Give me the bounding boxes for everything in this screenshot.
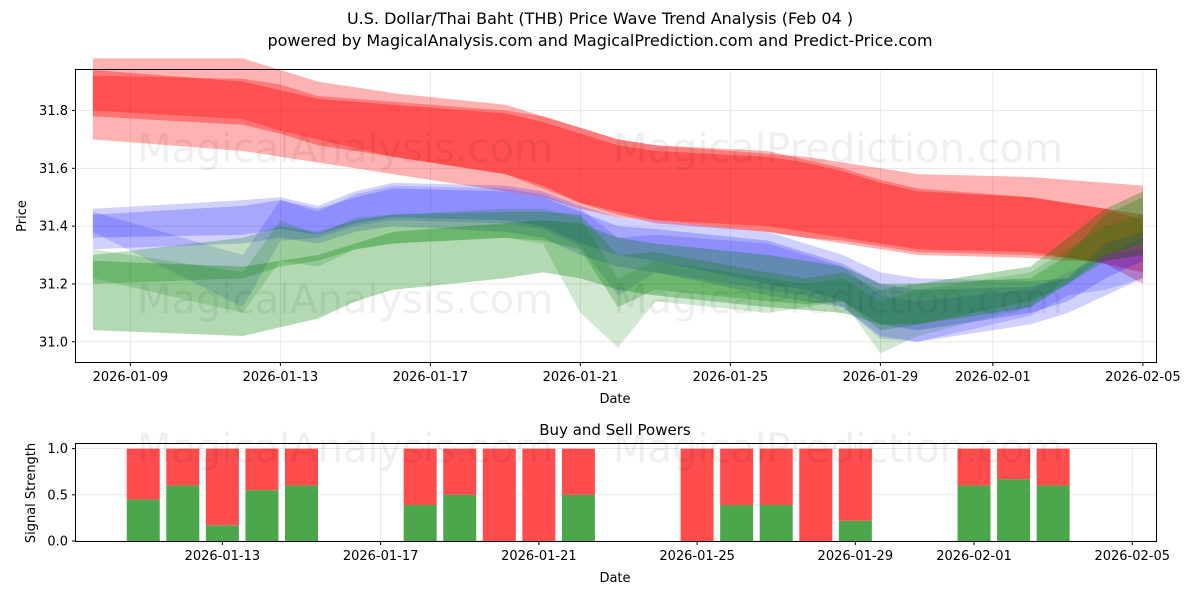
powers-axes: 2026-01-13 2026-01-17 2026-01-21 2026-01-25… <box>47 442 1170 564</box>
chart-subtitle: powered by MagicalAnalysis.com and Magic… <box>267 31 933 50</box>
blue-wave-1 <box>92 182 1143 342</box>
sell-bar <box>205 448 239 526</box>
x-tick-label: 2026-02-05 <box>1094 549 1170 564</box>
watermark-text: MagicalAnalysis.com <box>137 277 553 323</box>
buy-bar <box>126 499 160 541</box>
price-axes: 2026-01-09 2026-01-13 2026-01-17 2026-01-21… <box>39 104 1181 385</box>
sell-bar <box>561 448 595 495</box>
x-tick-label: 2026-01-29 <box>843 370 919 385</box>
x-tick-label: 2026-01-17 <box>393 370 469 385</box>
x-tick-label: 2026-02-05 <box>1105 370 1181 385</box>
wave-bands <box>92 58 1143 354</box>
sell-bar <box>443 448 477 495</box>
blue-wave-3 <box>92 185 1143 342</box>
sell-bar <box>997 448 1031 480</box>
y-tick-label: 31.8 <box>39 104 68 119</box>
sell-bar <box>284 448 318 486</box>
buy-bar <box>720 504 754 541</box>
x-tick-label: 2026-01-17 <box>343 549 419 564</box>
sell-bar <box>759 448 793 505</box>
x-tick-label: 2026-01-25 <box>693 370 769 385</box>
x-tick-label: 2026-01-13 <box>243 370 319 385</box>
y-tick-label: 31.0 <box>39 335 68 350</box>
y-tick-label: 31.2 <box>39 277 68 292</box>
red-wave-2 <box>92 70 1143 273</box>
y-tick-label: 0.5 <box>47 488 68 503</box>
y-tick-label: 1.0 <box>47 442 68 457</box>
x-tick-label: 2026-01-21 <box>543 370 619 385</box>
sell-bar <box>838 448 872 521</box>
sell-bar <box>403 448 437 505</box>
x-tick-label: 2026-01-09 <box>93 370 169 385</box>
sell-bar <box>482 448 516 541</box>
powers-plot-frame <box>75 443 1157 542</box>
sell-bar <box>166 448 200 486</box>
buy-bar <box>284 485 318 541</box>
x-tick-label: 2026-02-01 <box>955 370 1031 385</box>
buy-bar <box>403 504 437 541</box>
y-tick-label: 0.0 <box>47 535 68 550</box>
buy-bar <box>245 490 279 541</box>
sell-bar <box>957 448 991 486</box>
x-tick-label: 2026-01-29 <box>818 549 894 564</box>
x-tick-label: 2026-01-13 <box>185 549 261 564</box>
sell-bar <box>799 448 833 541</box>
buy-bar <box>759 504 793 541</box>
powers-x-label: Date <box>599 571 630 586</box>
red-wave-1 <box>92 58 1143 284</box>
powers-bars <box>126 448 1070 541</box>
blue-wave-2 <box>92 188 1143 331</box>
buy-bar <box>957 485 991 541</box>
buy-bar <box>1036 485 1070 541</box>
sell-bar <box>680 448 714 541</box>
sell-bar <box>1036 448 1070 486</box>
sell-bar <box>126 448 160 500</box>
sell-bar <box>245 448 279 491</box>
price-plot-frame <box>75 69 1157 363</box>
watermark-text: MagicalPrediction.com <box>613 126 1063 172</box>
buy-bar <box>838 520 872 541</box>
sell-bar <box>522 448 556 541</box>
red-wave-3 <box>92 75 1143 261</box>
buy-bar <box>997 479 1031 541</box>
powers-title: Buy and Sell Powers <box>539 421 691 439</box>
price-x-label: Date <box>599 392 630 407</box>
buy-bar <box>561 494 595 541</box>
buy-bar <box>166 485 200 541</box>
price-grid <box>76 70 1156 362</box>
y-tick-label: 31.4 <box>39 220 68 235</box>
green-wave-3 <box>92 208 1143 354</box>
sell-bar <box>720 448 754 505</box>
green-wave-1 <box>92 191 1143 336</box>
price-y-label: Price <box>15 200 30 232</box>
powers-y-label: Signal Strength <box>24 443 39 543</box>
watermark-text: MagicalAnalysis.com <box>137 426 553 472</box>
chart-title: U.S. Dollar/Thai Baht (THB) Price Wave T… <box>346 9 854 28</box>
buy-bar <box>205 525 239 541</box>
watermark-text: MagicalPrediction.com <box>613 426 1063 472</box>
green-wave-2 <box>92 197 1143 331</box>
x-tick-label: 2026-01-21 <box>501 549 577 564</box>
x-tick-label: 2026-02-01 <box>936 549 1012 564</box>
watermark-text: MagicalAnalysis.com <box>137 126 553 172</box>
x-tick-label: 2026-01-25 <box>659 549 735 564</box>
buy-bar <box>443 494 477 541</box>
watermark-text: MagicalPrediction.com <box>613 277 1063 323</box>
y-tick-label: 31.6 <box>39 162 68 177</box>
